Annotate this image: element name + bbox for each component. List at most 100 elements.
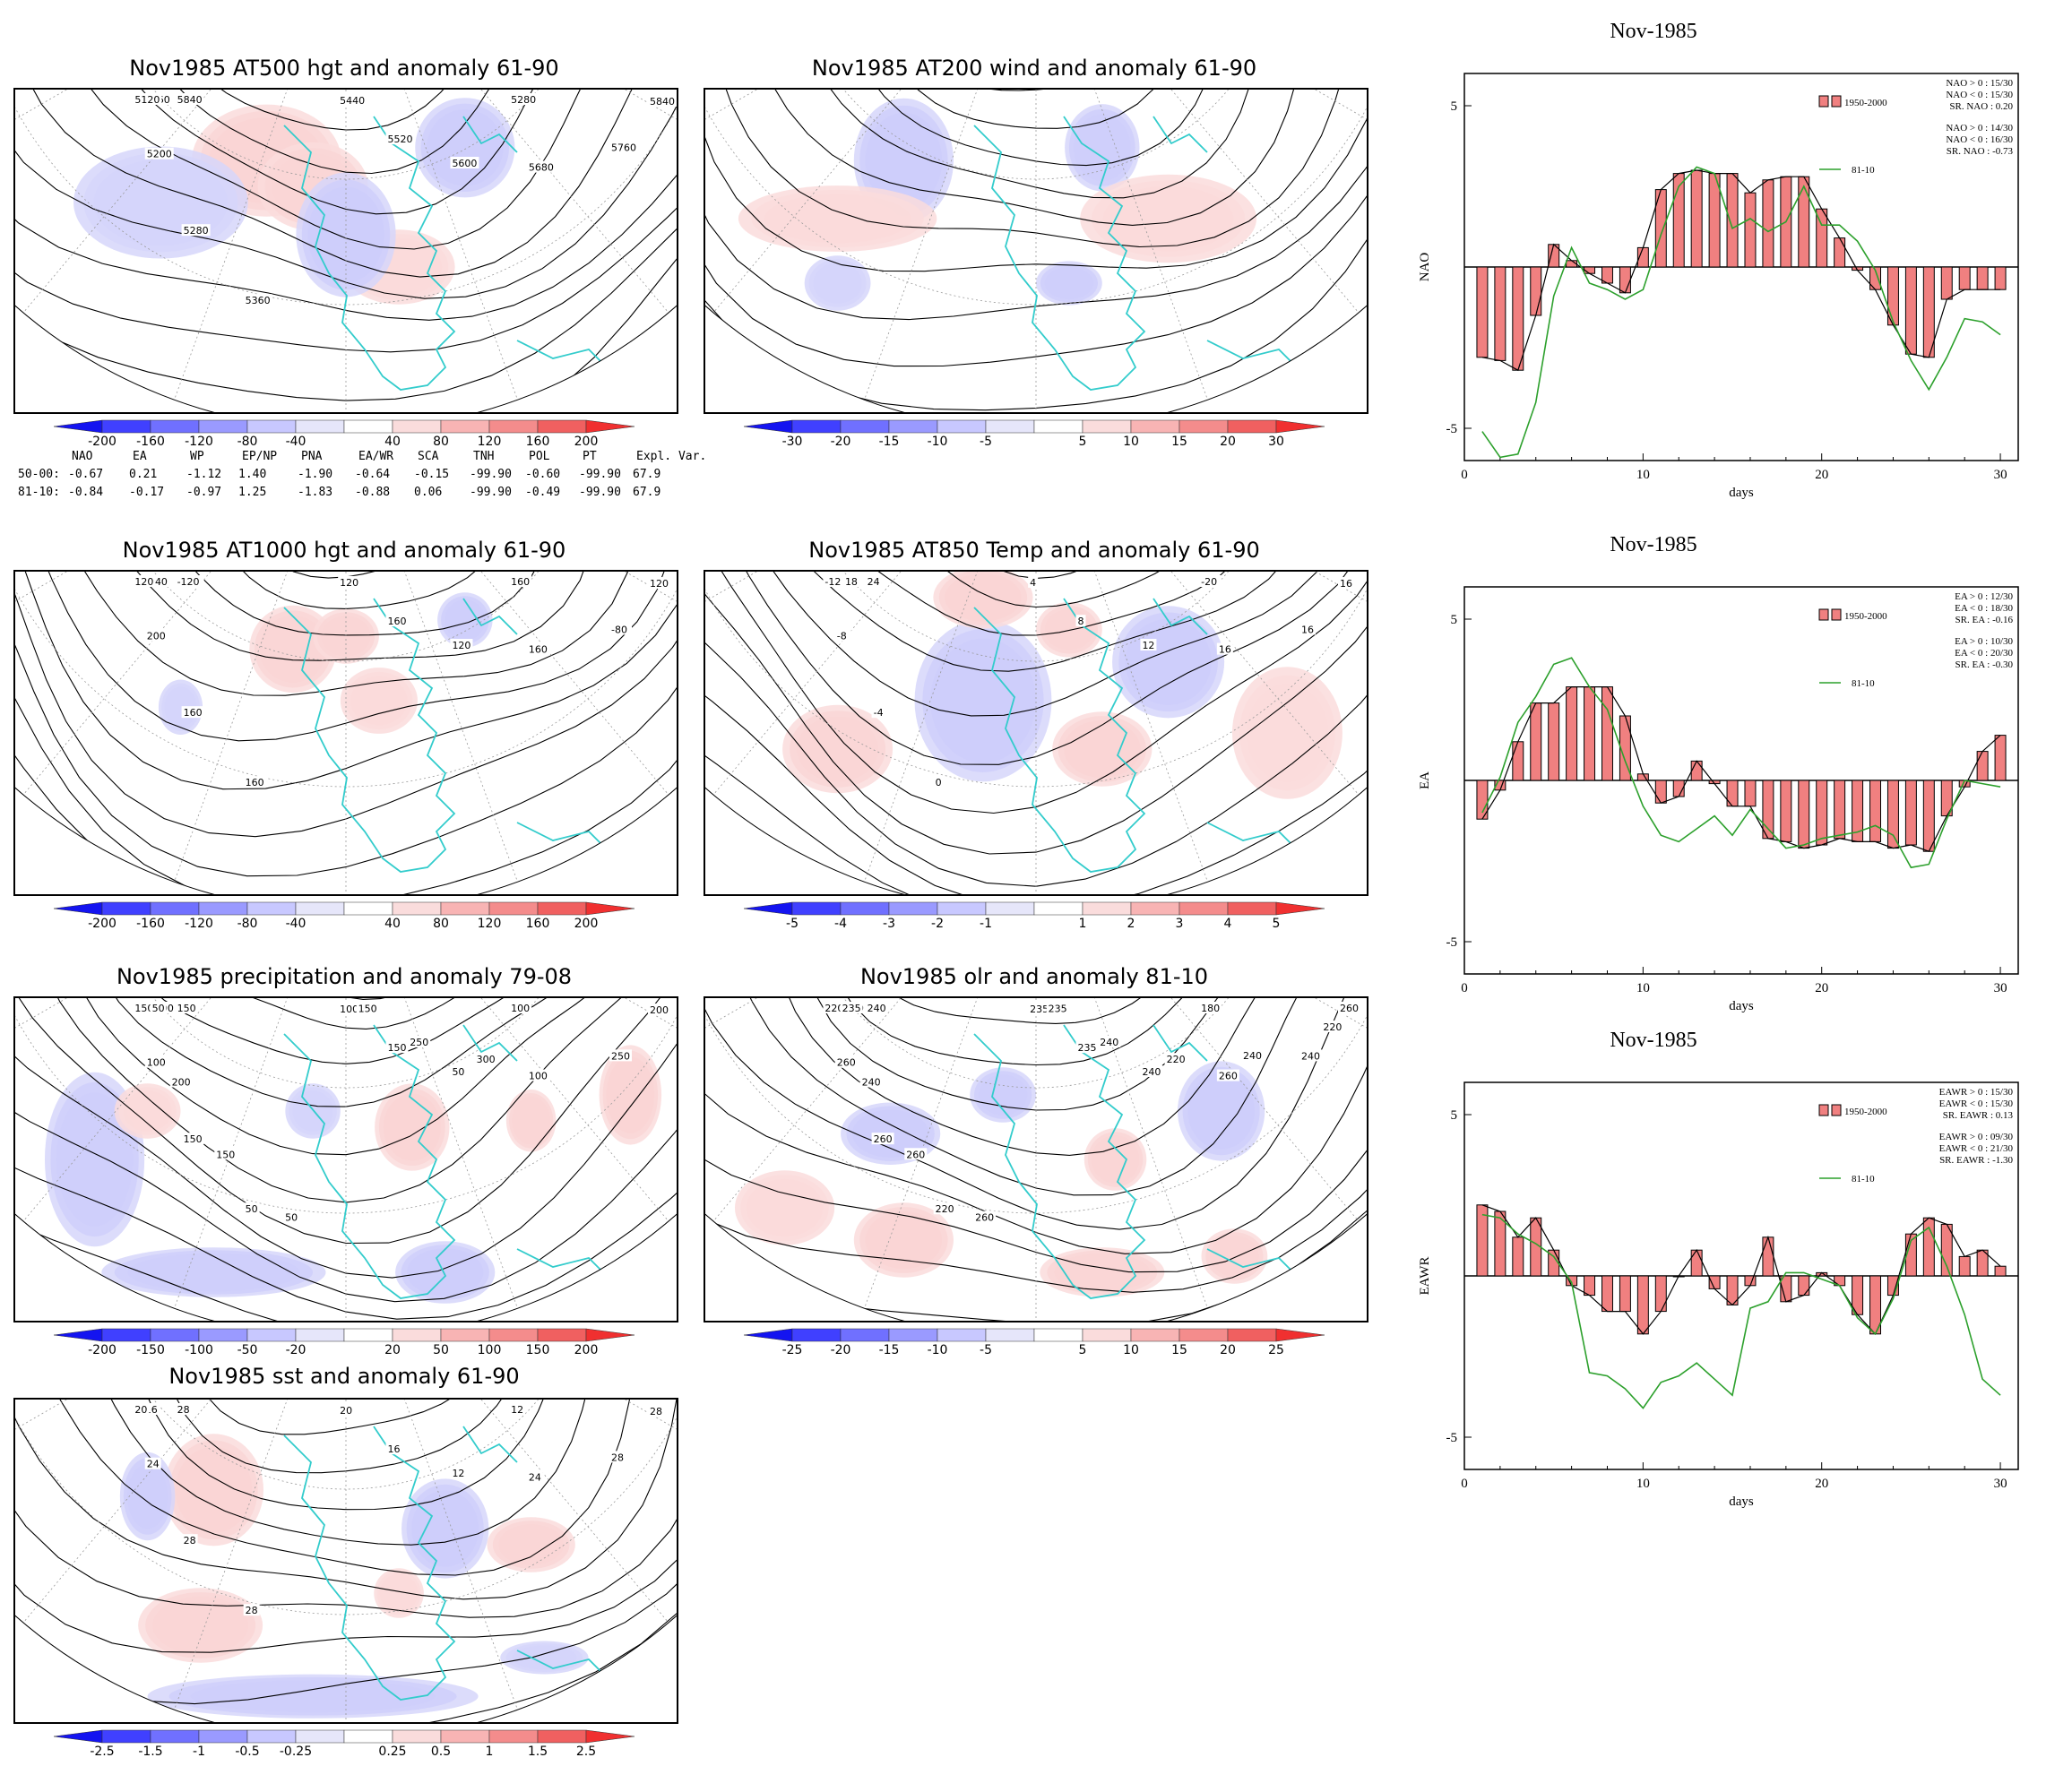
colorbar-swatch xyxy=(985,901,1035,916)
colorbar-swatch xyxy=(985,1328,1035,1342)
contour-label-bg xyxy=(1046,1002,1069,1014)
index-header-cell: EP/NP xyxy=(242,450,278,463)
longitude-line xyxy=(22,998,347,1222)
contour-label-bg xyxy=(474,1053,497,1065)
anomaly-shading xyxy=(401,1478,489,1579)
contour-label-bg xyxy=(144,629,168,642)
bar-1950-2000 xyxy=(1744,780,1757,807)
contour-label-bg xyxy=(450,1065,467,1078)
contour-label: 235 xyxy=(1030,1004,1049,1015)
colorbar xyxy=(735,901,1334,916)
contour-line xyxy=(705,998,1367,1293)
contour-label: -20 xyxy=(1201,576,1217,588)
contour-label-bg xyxy=(144,1457,161,1469)
contour-label-bg xyxy=(408,1035,431,1047)
contour-label-bg xyxy=(385,1041,409,1054)
colorbar-tick-label: 0.5 xyxy=(430,1745,452,1759)
contour-label: 150 xyxy=(177,1003,196,1014)
index-row-label: 50-00: xyxy=(18,468,60,481)
colorbar-tick-label: 1 xyxy=(1078,917,1087,931)
timeseries-chart: 0 10 20 30 5 -5 days NAO 1950-2000 81-10 NAO > 0 :… xyxy=(1384,66,2045,507)
contour-label-bg xyxy=(1028,1002,1051,1014)
colorbar-tick-label: -1.5 xyxy=(138,1745,163,1759)
colorbar-swatch xyxy=(53,1729,103,1744)
colorbar-swatch xyxy=(1082,419,1132,434)
contour-label-bg xyxy=(1140,1065,1163,1078)
contour-label-bg xyxy=(1075,1041,1099,1054)
contour-label: 235 xyxy=(1049,1004,1067,1015)
bar-1950-2000 xyxy=(1530,702,1542,781)
contour-line xyxy=(15,572,677,790)
contour-label-bg xyxy=(834,629,851,642)
contour-label-bg xyxy=(133,93,162,105)
colorbar-swatch xyxy=(488,1328,539,1342)
contour-line xyxy=(860,572,1187,579)
stats-text: SR. EAWR : 0.13 xyxy=(1943,1110,2014,1121)
longitude-line xyxy=(712,998,1037,1222)
anomaly-shading xyxy=(374,1568,424,1618)
colorbar-swatch xyxy=(840,901,890,916)
contour-label: 220 xyxy=(824,1003,843,1014)
contour-label-bg xyxy=(526,160,556,173)
anomaly-shading xyxy=(119,1452,176,1541)
colorbar-tick-label: -200 xyxy=(88,1343,117,1357)
bar-1950-2000 xyxy=(1994,266,2007,290)
contour-label: 260 xyxy=(837,1057,856,1069)
contour-label: 50 xyxy=(152,1003,165,1014)
bar-1950-2000 xyxy=(1584,686,1596,781)
contour-label-bg xyxy=(1216,642,1233,655)
x-tick-label: 20 xyxy=(1815,981,1828,995)
anomaly-shading xyxy=(163,1434,263,1546)
index-value-cell: 0.21 xyxy=(129,468,158,481)
colorbar-swatch xyxy=(537,419,587,434)
contour-label-bg xyxy=(385,615,409,627)
anomaly-shading xyxy=(437,592,493,648)
anomaly-shading xyxy=(970,1067,1036,1123)
colorbar-tick-label: -5 xyxy=(980,435,992,449)
contour-label: 160 xyxy=(246,777,264,788)
anomaly-shading xyxy=(738,185,937,252)
legend-swatch-bar xyxy=(1831,608,1842,621)
longitude-line xyxy=(864,998,1037,1309)
contour-label: 200 xyxy=(172,1077,191,1089)
contour-label-bg xyxy=(144,147,174,159)
contour-label-bg xyxy=(338,93,367,106)
x-tick-label: 30 xyxy=(1994,1477,2007,1491)
anomaly-shading xyxy=(101,1247,326,1297)
contour-label-bg xyxy=(150,1002,167,1013)
colorbar-swatch xyxy=(343,901,393,916)
longitude-line xyxy=(174,572,347,883)
colorbar-tick-label: 50 xyxy=(433,1343,449,1357)
y-axis-label: EAWR xyxy=(1418,1257,1432,1296)
anomaly-shading xyxy=(114,1083,181,1139)
contour-label: 5280 xyxy=(184,225,209,237)
bar-1950-2000 xyxy=(1994,1265,2007,1277)
colorbar-tick-label: -3 xyxy=(883,917,895,931)
contour-label-bg xyxy=(243,294,272,306)
contour-label-bg xyxy=(1216,1069,1239,1081)
contour-label-bg xyxy=(509,575,532,587)
anomaly-shading xyxy=(505,1090,557,1152)
colorbar-tick-label: -20 xyxy=(830,1343,851,1357)
contour-label-bg xyxy=(175,1002,198,1013)
contour-label-bg xyxy=(169,1075,193,1088)
contour-line xyxy=(721,90,1325,226)
index-value-cell: 1.40 xyxy=(238,468,267,481)
anomaly-shading xyxy=(1112,606,1225,719)
bar-1950-2000 xyxy=(1708,173,1721,268)
contour-label: 260 xyxy=(1340,1003,1359,1014)
x-tick-label: 10 xyxy=(1636,468,1650,482)
colorbar-tick-label: 4 xyxy=(1223,917,1232,931)
contour-label: 100 xyxy=(147,1057,166,1069)
colorbar-swatch xyxy=(1275,419,1325,434)
bar-1950-2000 xyxy=(1904,266,1917,355)
colorbar-swatch xyxy=(888,419,938,434)
x-tick-label: 30 xyxy=(1994,981,2007,995)
colorbar-swatch xyxy=(488,419,539,434)
longitude-line xyxy=(345,90,669,314)
y-tick-label: 5 xyxy=(1451,1108,1458,1123)
contour-label-bg xyxy=(509,1002,532,1013)
contour-label: 18 xyxy=(845,576,858,588)
colorbar-labels: -2.5 -1.5 -1 -0.5 -0.25 0.25 0.5 1 1.5 2.5 xyxy=(45,1745,643,1761)
